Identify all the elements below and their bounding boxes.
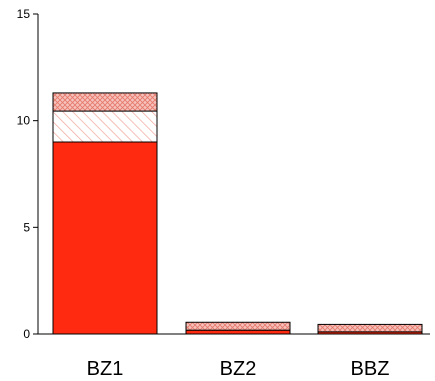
- plot-area: [52, 92, 423, 335]
- bar-segment-bbz-cross-hatch: [317, 323, 423, 333]
- bar-segment-bz1-solid: [52, 141, 158, 335]
- y-tick-label: 5: [23, 220, 30, 234]
- y-tick-label: 10: [17, 114, 31, 128]
- x-tick-label-bz2: BZ2: [220, 358, 257, 380]
- bar-segment-bz1-diagonal-hatch: [52, 110, 158, 143]
- x-tick-label-bbz: BBZ: [351, 358, 390, 380]
- x-tick-label-bz1: BZ1: [87, 358, 124, 380]
- bar-segment-bz2-solid: [185, 329, 291, 335]
- bar-segment-bz2-cross-hatch: [185, 321, 291, 331]
- y-axis-ticks: 0 5 10 15: [17, 7, 38, 341]
- y-tick-label: 0: [23, 327, 30, 341]
- bar-segment-bz1-cross-hatch: [52, 92, 158, 112]
- y-tick-label: 15: [17, 7, 31, 21]
